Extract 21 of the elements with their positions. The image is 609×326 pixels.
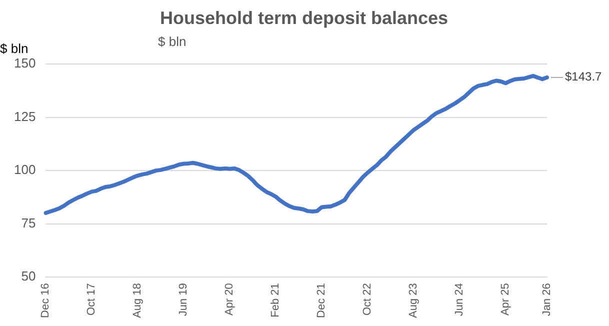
y-tick-label: 125	[14, 108, 36, 124]
y-tick-label: 50	[21, 268, 36, 284]
chart-title: Household term deposit balances	[160, 8, 448, 28]
y-tick-label: 100	[14, 162, 36, 178]
x-tick-label: Feb 21	[270, 283, 282, 318]
x-tick-label: Dec 16	[40, 283, 52, 318]
x-tick-label: Jun 19	[178, 283, 190, 316]
chart-subtitle: $ bln	[158, 34, 186, 49]
x-tick-label: Aug 18	[132, 283, 144, 318]
x-tick-label: Apr 20	[224, 283, 236, 316]
y-axis-title: $ bln	[0, 41, 28, 56]
x-tick-label: Jan 26	[541, 283, 554, 316]
x-tick-label: Oct 17	[86, 283, 98, 316]
y-tick-label: 150	[14, 56, 36, 71]
x-tick-label: Jun 24	[454, 283, 466, 316]
x-tick-label: Oct 22	[362, 283, 374, 316]
x-tick-label: Apr 25	[500, 283, 512, 316]
annotation: $143.7	[565, 70, 602, 84]
y-tick-label: 75	[21, 215, 36, 230]
x-tick-label: Aug 23	[408, 283, 420, 318]
x-tick-label: Dec 21	[316, 283, 328, 318]
